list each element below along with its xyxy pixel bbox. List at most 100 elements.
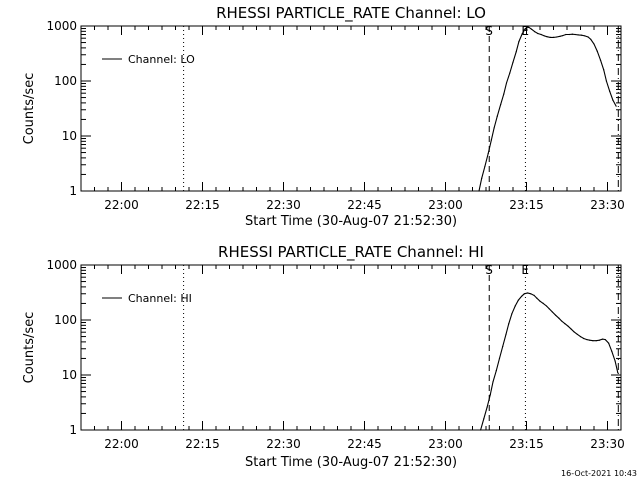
data-point bbox=[521, 295, 523, 297]
data-point bbox=[502, 345, 504, 348]
data-point bbox=[558, 317, 560, 319]
data-point bbox=[552, 36, 555, 39]
x-tick-label: 23:00 bbox=[428, 437, 463, 451]
data-point bbox=[540, 33, 542, 36]
data-point bbox=[568, 33, 570, 36]
data-point bbox=[564, 323, 566, 325]
data-point bbox=[583, 337, 585, 340]
data-point bbox=[521, 33, 523, 35]
data-point bbox=[599, 59, 602, 61]
data-point bbox=[611, 350, 613, 352]
data-point bbox=[511, 313, 513, 315]
data-point bbox=[570, 328, 572, 330]
y-tick-label: 1 bbox=[69, 184, 77, 198]
data-point bbox=[492, 381, 494, 383]
data-point bbox=[546, 36, 548, 38]
data-point bbox=[577, 34, 579, 36]
data-point bbox=[486, 406, 488, 408]
data-point bbox=[592, 340, 594, 342]
data-point bbox=[514, 305, 516, 307]
data-point bbox=[555, 314, 557, 316]
legend-label: Channel: LO bbox=[128, 53, 195, 66]
data-point bbox=[579, 336, 582, 338]
data-point bbox=[608, 342, 610, 344]
y-axis-label: Counts/sec bbox=[22, 73, 37, 145]
data-point bbox=[561, 320, 563, 322]
data-point bbox=[533, 294, 535, 296]
data-point bbox=[493, 127, 495, 129]
legend-label: Channel: HI bbox=[128, 292, 192, 305]
data-point bbox=[487, 152, 489, 155]
data-point bbox=[500, 104, 502, 106]
data-point bbox=[559, 35, 561, 37]
data-point bbox=[545, 305, 548, 307]
y-tick-label: 100 bbox=[54, 313, 77, 327]
data-point bbox=[528, 26, 530, 28]
data-point bbox=[539, 300, 541, 302]
data-point bbox=[593, 43, 595, 45]
plot-frame bbox=[80, 264, 622, 431]
series-line bbox=[480, 292, 619, 431]
data-point bbox=[478, 190, 480, 192]
data-point bbox=[530, 293, 532, 295]
data-point bbox=[480, 429, 482, 431]
data-point bbox=[615, 105, 617, 107]
data-point bbox=[512, 61, 514, 63]
y-tick-label: 1000 bbox=[46, 258, 77, 272]
x-tick-label: 22:45 bbox=[347, 437, 382, 451]
data-point bbox=[534, 31, 536, 33]
y-tick-label: 1000 bbox=[46, 19, 77, 33]
data-point bbox=[604, 339, 606, 341]
data-point bbox=[567, 325, 569, 327]
x-tick-label: 23:00 bbox=[428, 198, 463, 212]
data-point bbox=[542, 302, 544, 304]
data-point bbox=[549, 36, 551, 39]
data-point bbox=[602, 338, 604, 340]
data-point bbox=[536, 297, 538, 299]
chart-title: RHESSI PARTICLE_RATE Channel: LO bbox=[216, 4, 486, 23]
x-tick-label: 22:30 bbox=[266, 437, 301, 451]
x-tick-label: 23:30 bbox=[590, 437, 625, 451]
data-point bbox=[489, 394, 491, 396]
data-point bbox=[565, 33, 567, 36]
x-tick-label: 23:15 bbox=[509, 437, 544, 451]
data-point bbox=[573, 331, 575, 333]
data-point bbox=[586, 339, 588, 341]
data-point bbox=[562, 35, 564, 37]
data-point bbox=[518, 41, 520, 43]
data-point bbox=[614, 360, 616, 362]
x-tick-label: 22:00 bbox=[104, 437, 139, 451]
y-tick-label: 100 bbox=[54, 74, 77, 88]
data-point bbox=[490, 139, 492, 141]
data-point bbox=[551, 311, 554, 313]
x-tick-label: 22:45 bbox=[347, 198, 382, 212]
data-point bbox=[498, 357, 501, 359]
data-point bbox=[548, 308, 550, 310]
x-axis-label: Start Time (30-Aug-07 21:52:30) bbox=[245, 214, 457, 229]
data-point bbox=[503, 93, 505, 95]
chart-panel-lo: RHESSI PARTICLE_RATE Channel: LO 22:00 22:… bbox=[22, 4, 625, 229]
data-point bbox=[481, 177, 483, 179]
data-point bbox=[527, 292, 529, 294]
plot-frame bbox=[80, 25, 622, 192]
data-point bbox=[589, 339, 591, 341]
x-tick-label: 22:00 bbox=[104, 198, 139, 212]
y-tick-label: 10 bbox=[62, 129, 77, 143]
data-point bbox=[483, 418, 485, 420]
data-point bbox=[509, 72, 511, 74]
data-point bbox=[517, 299, 520, 301]
data-point bbox=[508, 323, 510, 325]
y-axis-label: Counts/sec bbox=[22, 312, 37, 384]
data-point bbox=[495, 370, 497, 372]
data-point bbox=[530, 28, 533, 30]
vline-label: E bbox=[521, 263, 529, 277]
timestamp: 16-Oct-2021 10:43 bbox=[561, 469, 637, 478]
data-point bbox=[581, 34, 583, 36]
data-point bbox=[595, 340, 597, 342]
series-line bbox=[478, 26, 617, 192]
data-point bbox=[556, 36, 558, 38]
data-point bbox=[524, 27, 527, 30]
data-point bbox=[612, 99, 614, 101]
chart-panel-hi: RHESSI PARTICLE_RATE Channel: HI 22:00 22:… bbox=[22, 243, 625, 470]
data-point bbox=[537, 32, 539, 35]
